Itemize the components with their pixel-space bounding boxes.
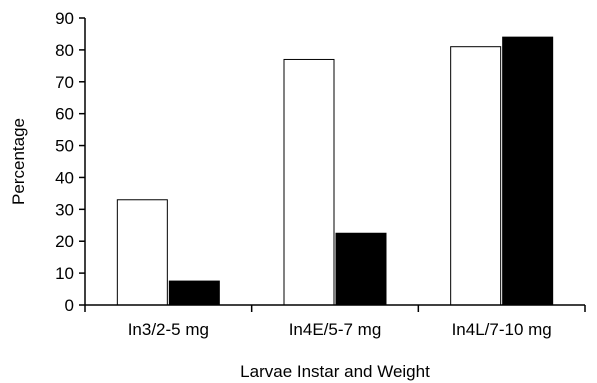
y-axis-ticks: 0 10 20 30 40 50 60 70 80 90: [55, 9, 85, 315]
y-tick-label: 30: [55, 200, 74, 219]
x-category-label: In3/2-5 mg: [128, 320, 209, 339]
x-axis-ticks: In3/2-5 mg In4E/5-7 mg In4L/7-10 mg: [84, 305, 586, 339]
y-tick-label: 80: [55, 41, 74, 60]
bars: [116, 36, 554, 306]
y-tick-label: 0: [65, 296, 74, 315]
bar-black: [168, 280, 220, 306]
y-tick-label: 50: [55, 137, 74, 156]
y-tick-label: 20: [55, 232, 74, 251]
x-category-label: In4L/7-10 mg: [452, 320, 552, 339]
x-category-label: In4E/5-7 mg: [289, 320, 382, 339]
bar-black: [502, 36, 554, 306]
y-tick-label: 70: [55, 73, 74, 92]
y-axis-title: Percentage: [9, 118, 28, 205]
bar-black: [335, 232, 387, 306]
x-axis-title: Larvae Instar and Weight: [240, 362, 430, 381]
y-tick-label: 10: [55, 264, 74, 283]
y-tick-label: 90: [55, 9, 74, 28]
y-tick-label: 40: [55, 168, 74, 187]
bar-white: [283, 58, 335, 306]
bar-white: [450, 46, 502, 306]
bar-white: [116, 199, 168, 306]
y-tick-label: 60: [55, 105, 74, 124]
